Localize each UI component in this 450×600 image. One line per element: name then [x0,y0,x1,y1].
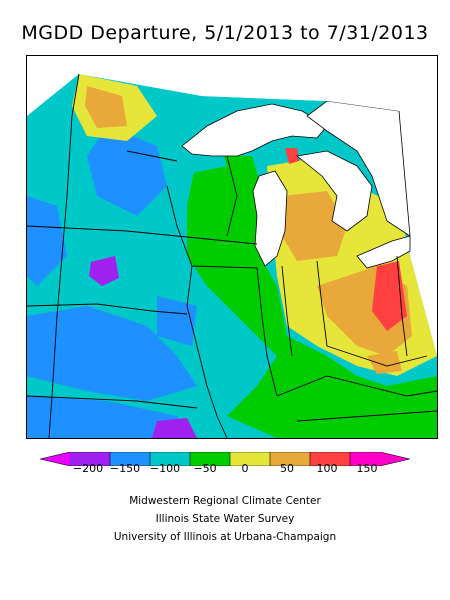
north-area [72,56,437,116]
legend-swatch [310,452,350,466]
credits: Midwestern Regional Climate Center Illin… [0,492,450,546]
region-orange [282,191,347,261]
region-blue [27,306,197,401]
region-red [372,261,407,331]
credit-line: Illinois State Water Survey [155,513,295,525]
legend-swatch [150,452,190,466]
credit-line: University of Illinois at Urbana-Champai… [113,531,337,543]
region-blue [27,396,197,438]
credit-line: Midwestern Regional Climate Center [129,495,321,507]
legend-labels: −200 −150 −100 −50 0 50 100 150 [0,462,450,478]
legend-tick: 100 [316,462,338,475]
legend-swatch [270,452,310,466]
legend-swatch [230,452,270,466]
legend-tick: 50 [280,462,294,475]
region-green [187,156,437,438]
region-purple [152,418,197,438]
legend-swatch [350,452,380,466]
canada-area [306,100,411,237]
region-blue [27,196,67,286]
legend-tick: −200 [72,462,104,475]
legend-tick: −100 [149,462,181,475]
lake-erie [356,235,411,269]
region-orange [85,86,127,128]
map-title: MGDD Departure, 5/1/2013 to 7/31/2013 [21,22,429,44]
legend-tick: −150 [109,462,141,475]
legend-tick: 0 [241,462,249,475]
legend-swatch [110,452,150,466]
color-legend [40,452,410,466]
lake-superior [181,103,328,157]
legend-swatch [70,452,110,466]
legend-swatch [190,452,230,466]
legend-tick: 150 [356,462,378,475]
region-red [285,148,299,164]
lake-huron [296,150,373,232]
departure-map [27,56,437,438]
map-panel [26,55,438,439]
legend-low-arrow [40,452,70,466]
region-orange [367,351,402,374]
region-blue [157,296,197,346]
state-boundaries [27,73,437,438]
great-lakes [72,56,437,269]
legend-high-arrow [380,452,410,466]
region-purple [89,256,119,286]
region-blue [87,126,167,216]
lake-michigan [252,170,288,267]
legend-tick: −50 [193,462,217,475]
